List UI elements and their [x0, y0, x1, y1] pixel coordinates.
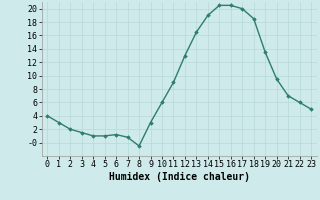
X-axis label: Humidex (Indice chaleur): Humidex (Indice chaleur) — [109, 172, 250, 182]
